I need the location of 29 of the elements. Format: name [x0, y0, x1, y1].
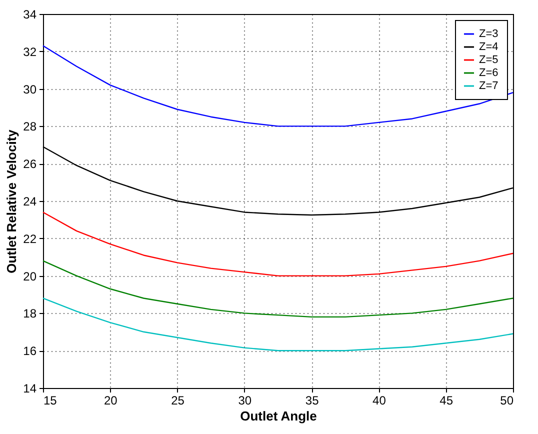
line-series: [42, 212, 514, 276]
x-axis-title: Outlet Angle: [240, 408, 317, 424]
legend-label: Z=7: [479, 80, 498, 92]
x-tick-label: 25: [171, 394, 185, 408]
y-tick-label: 24: [23, 194, 37, 208]
y-tick-label: 28: [23, 120, 37, 134]
x-tick-label: 30: [238, 394, 252, 408]
line-series: [42, 260, 514, 318]
x-tick-label: 15: [44, 394, 58, 408]
y-tick-label: 16: [23, 344, 37, 358]
y-tick-label: 30: [23, 82, 37, 96]
y-tick-label: 20: [23, 269, 37, 284]
y-tick-label: 26: [23, 157, 37, 172]
x-tick-label: 45: [440, 394, 454, 408]
x-tick-label: 35: [305, 394, 320, 408]
x-tick-label: 20: [104, 394, 118, 408]
legend-label: Z=5: [479, 54, 498, 66]
y-axis-title: Outlet Relative Velocity: [4, 128, 20, 274]
line-series: [42, 298, 514, 352]
legend-label: Z=4: [479, 41, 498, 53]
y-tick-label: 32: [23, 44, 37, 59]
y-tick-label: 22: [23, 232, 37, 246]
y-tick-label: 34: [23, 8, 37, 22]
x-tick-label: 50: [500, 394, 514, 408]
x-tick-label: 40: [372, 394, 386, 408]
y-tick-label: 18: [23, 306, 37, 321]
y-tick-label: 14: [23, 382, 37, 396]
legend-label: Z=6: [479, 67, 498, 79]
legend-label: Z=3: [479, 28, 498, 40]
